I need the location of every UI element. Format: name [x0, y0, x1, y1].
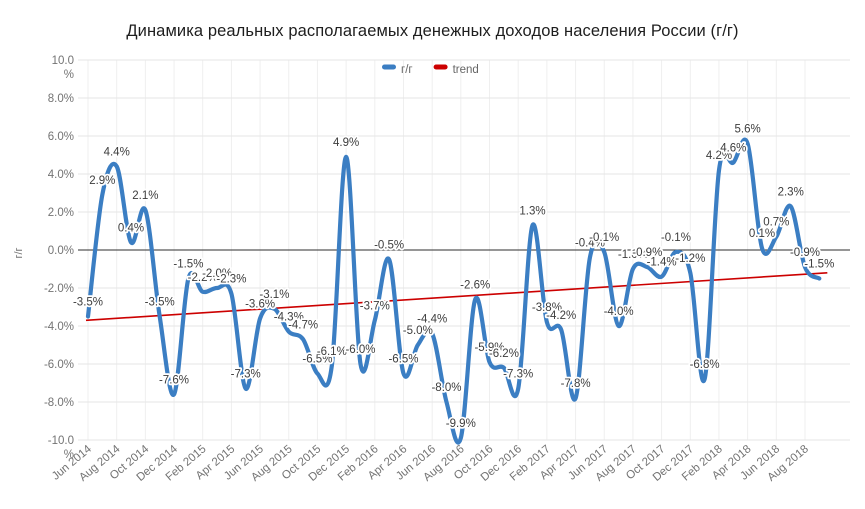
point-label: -3.5%	[145, 297, 175, 309]
point-label: -2.3%	[216, 274, 246, 286]
point-label: 1.3%	[519, 205, 545, 217]
point-label: -7.8%	[561, 378, 591, 390]
y-tick-label: 8.0%	[48, 93, 74, 105]
point-label: -0.5%	[374, 240, 404, 252]
legend-item-trend[interactable]: trend	[433, 64, 479, 76]
y-tick-label: 10.0%	[52, 55, 74, 81]
point-label: 4.4%	[104, 146, 130, 158]
point-label: -6.2%	[489, 348, 519, 360]
y-tick-label: 4.0%	[48, 169, 74, 181]
grid-horizontal	[78, 59, 850, 441]
point-label: -3.7%	[360, 300, 390, 312]
point-label: 0.1%	[749, 228, 775, 240]
y-axis-labels: 10.0 % 8.0% 6.0% 4.0% 2.0% 0.0% -2.0% -4.0% -6.0%…	[44, 55, 74, 461]
point-label: -1.5%	[804, 259, 834, 271]
point-label: -0.1%	[661, 232, 691, 244]
point-label: -8.0%	[431, 382, 461, 394]
y-axis-title: г/г	[13, 247, 25, 258]
point-label: 2.1%	[132, 190, 158, 202]
point-label: -3.1%	[259, 289, 289, 301]
point-label: -9.9%	[446, 418, 476, 430]
point-label: -6.5%	[302, 354, 332, 366]
legend-item-gg[interactable]: г/г	[382, 64, 413, 76]
point-label: -2.2%	[188, 272, 218, 284]
point-label: 0.4%	[118, 222, 144, 234]
point-label: -2.0%	[202, 268, 232, 280]
point-label: -2.6%	[460, 279, 490, 291]
legend-swatch-icon	[433, 64, 448, 70]
point-label: -0.1%	[589, 232, 619, 244]
point-label: 5.6%	[734, 124, 760, 136]
point-label: 4.2%	[706, 150, 732, 162]
point-labels: -3.5%2.9%4.4%0.4%2.1%-3.5%-7.6%-1.5%-2.2…	[71, 122, 836, 432]
y-tick-label: 0.0%	[48, 245, 74, 257]
y-tick-label: 2.0%	[48, 207, 74, 219]
point-label: -3.5%	[73, 297, 103, 309]
point-label: -4.4%	[417, 314, 447, 326]
y-tick-label: -8.0%	[44, 397, 74, 409]
legend-swatch-icon	[382, 64, 396, 70]
y-tick-label: 6.0%	[48, 131, 74, 143]
point-label: -4.2%	[546, 310, 576, 322]
point-label: -6.5%	[388, 354, 418, 366]
point-label: 2.3%	[778, 186, 804, 198]
point-label: -4.3%	[274, 312, 304, 324]
point-label: -7.3%	[231, 369, 261, 381]
point-label: -6.1%	[317, 346, 347, 358]
y-tick-label: -4.0%	[44, 321, 74, 333]
legend-label: trend	[453, 64, 479, 76]
point-label: -3.8%	[532, 302, 562, 314]
point-label: -5.9%	[474, 342, 504, 354]
chart-title: Динамика реальных располагаемых денежных…	[126, 22, 739, 40]
point-label: 4.9%	[333, 137, 359, 149]
point-label: -1.0%	[618, 249, 648, 261]
point-label: -0.9%	[790, 247, 820, 259]
legend-label: г/г	[401, 64, 413, 76]
point-label: 0.7%	[763, 217, 789, 229]
point-label: -0.9%	[632, 247, 662, 259]
point-label: -6.8%	[690, 359, 720, 371]
point-label: -4.7%	[288, 319, 318, 331]
point-label: -0.4%	[575, 238, 605, 250]
y-tick-label: -2.0%	[44, 283, 74, 295]
point-label: -7.6%	[159, 374, 189, 386]
trend-line	[85, 272, 828, 322]
point-label: -4.0%	[604, 306, 634, 318]
point-label: 4.6%	[720, 143, 746, 155]
point-label: -1.4%	[647, 257, 677, 269]
point-label: -6.0%	[345, 344, 375, 356]
y-tick-label: -10.0%	[48, 435, 74, 461]
point-label: 2.9%	[89, 175, 115, 187]
point-label: -1.5%	[173, 259, 203, 271]
legend: г/г trend	[382, 64, 479, 76]
y-tick-label: -6.0%	[44, 359, 74, 371]
point-label: -3.6%	[245, 298, 275, 310]
point-label: -5.0%	[403, 325, 433, 337]
point-label: -7.3%	[503, 369, 533, 381]
series-line-gg	[85, 137, 822, 445]
point-label: -1.2%	[675, 253, 705, 265]
